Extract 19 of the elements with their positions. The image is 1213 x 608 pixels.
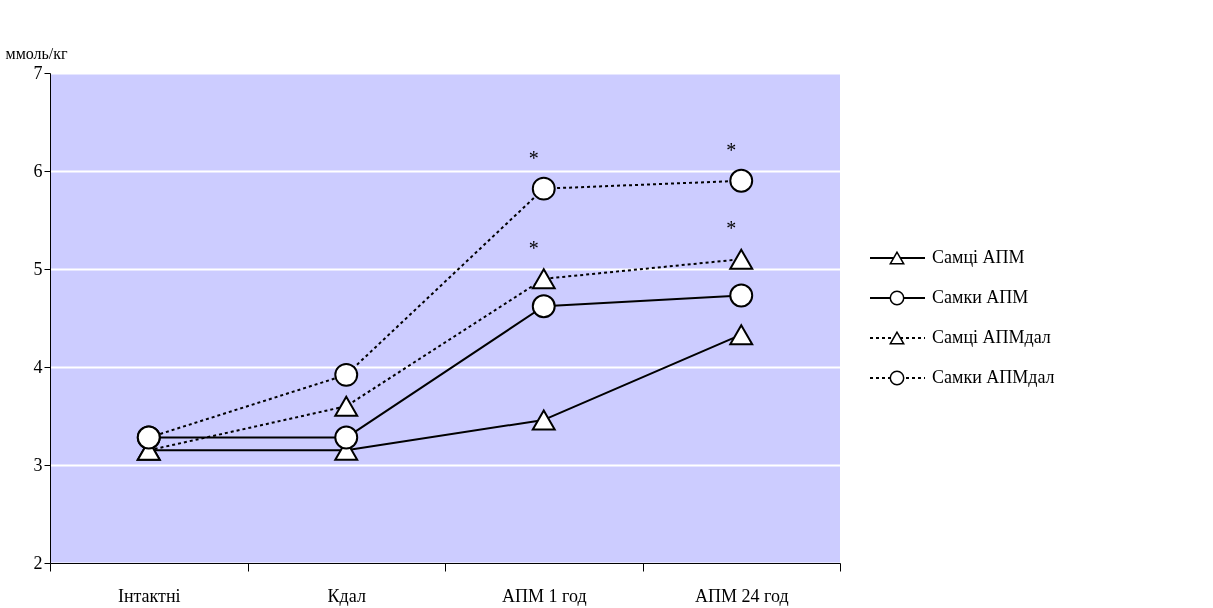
annotation: *	[726, 138, 737, 161]
x-tick-label: Інтактні	[117, 585, 181, 606]
x-tick-label: Кдал	[327, 585, 366, 606]
y-tick-label: 5	[33, 258, 43, 279]
annotation: *	[528, 236, 539, 259]
annotation: *	[726, 217, 737, 240]
y-tick-label: 7	[33, 62, 43, 83]
y-axis-title: ммоль/кг	[5, 44, 69, 62]
legend-label: Самки АПМдал	[932, 367, 1055, 387]
x-tick-label: АПМ 24 год	[694, 585, 789, 606]
y-tick-label: 2	[33, 552, 43, 573]
annotation: *	[528, 146, 539, 169]
legend-label: Самки АПМ	[932, 287, 1029, 307]
y-tick-label: 6	[33, 160, 43, 181]
x-tick-label: АПМ 1 год	[501, 585, 587, 606]
y-tick-label: 4	[33, 356, 43, 377]
legend-label: Самці АПМдал	[932, 327, 1051, 347]
y-tick-label: 3	[33, 454, 43, 475]
legend-label: Самці АПМ	[932, 247, 1025, 267]
